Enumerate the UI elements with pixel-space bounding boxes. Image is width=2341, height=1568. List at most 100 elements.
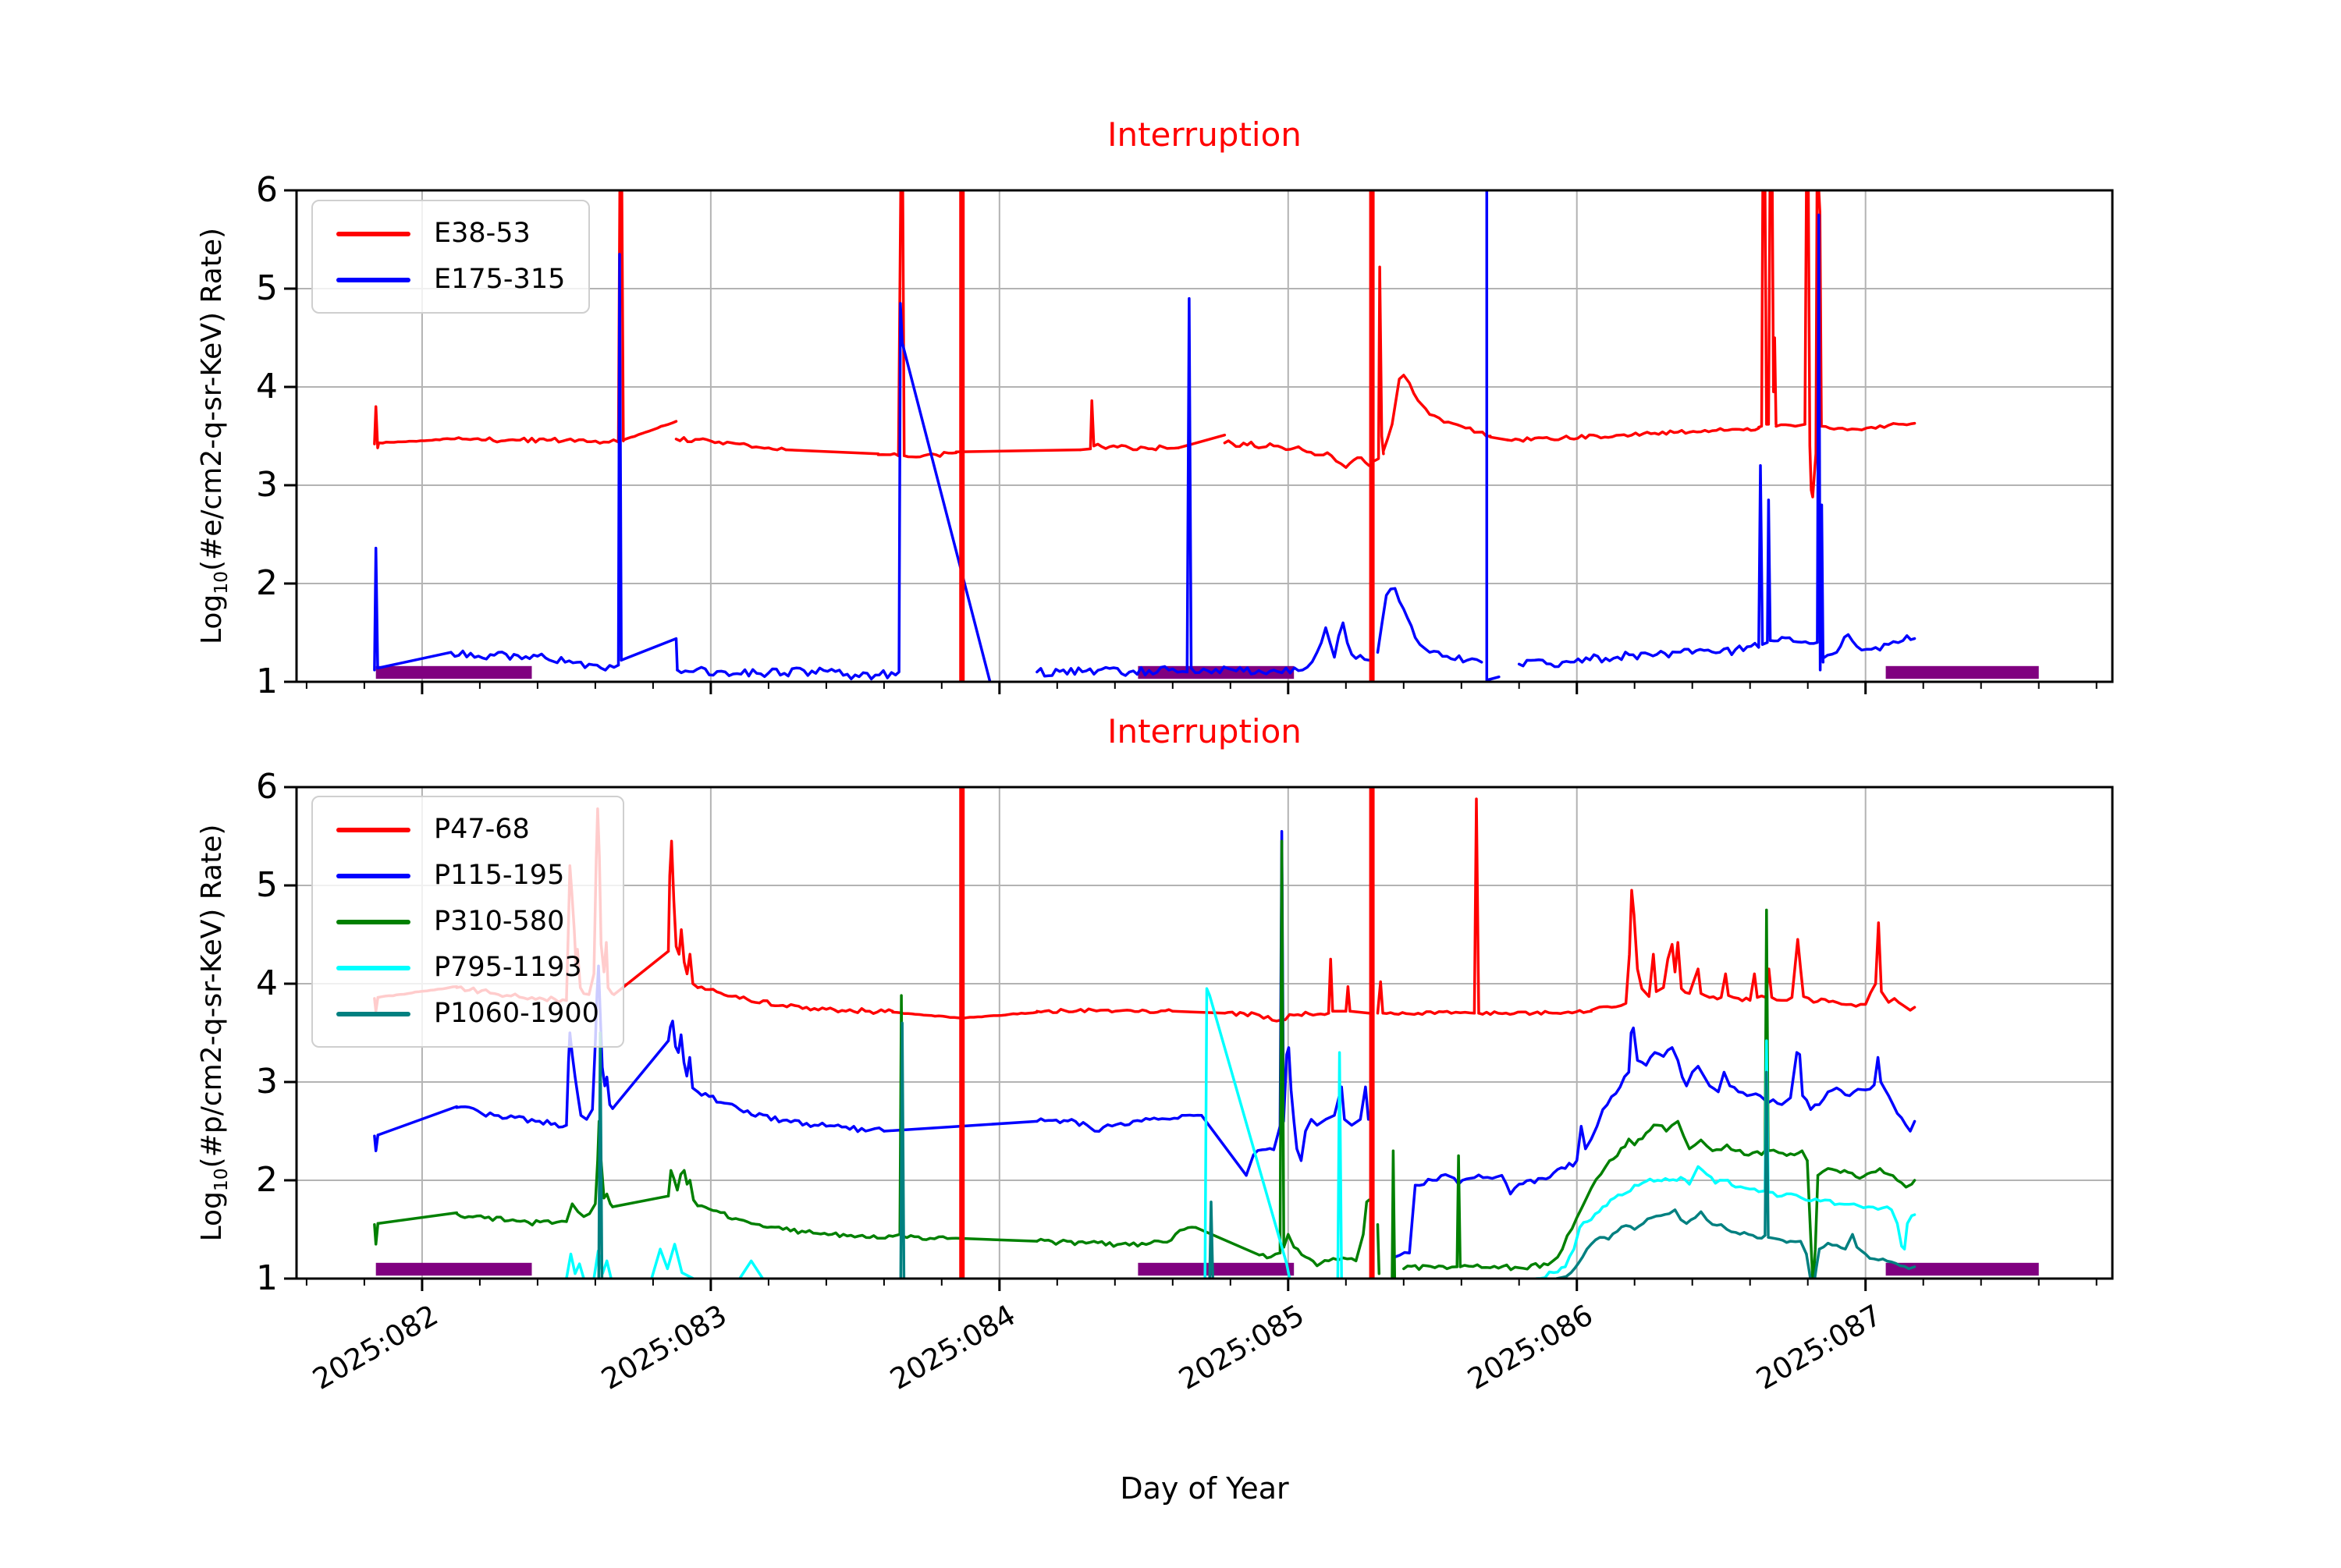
series-P47-68: [891, 1010, 1039, 1020]
series-E38-53: [1757, 190, 1778, 429]
legend-line-swatch: [336, 277, 410, 282]
axes-spine: [295, 786, 2114, 1280]
panel1-title: Interruption: [1107, 115, 1302, 154]
series-P115-195: [376, 1105, 459, 1137]
legend-entry-P47-68: P47-68: [336, 811, 599, 848]
series-E38-53: [1373, 265, 1385, 463]
legend-entry-P115-195: P115-195: [336, 857, 599, 894]
series-E175-315: [1821, 633, 1916, 660]
series-P310-580: [954, 1236, 1039, 1243]
panel2-title: Interruption: [1107, 712, 1302, 750]
legend-line-swatch: [336, 827, 410, 832]
series-P795-1193: [1535, 1165, 1765, 1279]
series-P47-68: [696, 985, 894, 1015]
series-P1060-1900: [1208, 1200, 1214, 1279]
series-E175-315: [1757, 464, 1764, 648]
series-P1060-1900: [1767, 1236, 1808, 1256]
legend-label: P310-580: [434, 906, 565, 937]
series-E38-53: [1078, 399, 1096, 452]
series-P310-580: [1282, 1198, 1371, 1268]
axes-spine: [295, 189, 2114, 683]
series-P47-68: [1472, 797, 1480, 1015]
series-E38-53: [1092, 442, 1180, 452]
series-P310-580: [1561, 1119, 1767, 1250]
series-E175-315: [1768, 636, 1819, 645]
series-P795-1193: [1336, 1051, 1343, 1279]
panel2-legend: P47-68 P115-195 P310-580 P795-1193 P1060-190…: [311, 796, 624, 1048]
series-E38-53: [1223, 439, 1371, 470]
series-P310-580: [666, 1169, 699, 1208]
y-tick-label: 4: [256, 963, 278, 1003]
y-tick-label: 1: [256, 662, 278, 701]
legend-entry-P310-580: P310-580: [336, 903, 599, 940]
series-P115-195: [666, 1020, 699, 1094]
series-P1060-1900: [1805, 1247, 1821, 1279]
x-axis-label: Day of Year: [1120, 1471, 1289, 1506]
series-P310-580: [455, 1212, 568, 1227]
series-P115-195: [1036, 1113, 1203, 1133]
panel-protons-plot-area: [373, 787, 2039, 1279]
series-P47-68: [1477, 1009, 1593, 1016]
series-P115-195: [1200, 1114, 1248, 1177]
legend-label: P115-195: [434, 860, 565, 891]
series-E175-315: [449, 649, 620, 672]
legend-label: P47-68: [434, 814, 530, 845]
legend-label: P795-1193: [434, 952, 582, 983]
series-P310-580: [1258, 1251, 1282, 1260]
y-tick-label: 3: [256, 1062, 278, 1102]
coverage-bar: [375, 665, 532, 679]
series-E38-53: [1382, 374, 1492, 452]
y-tick-label: 6: [256, 767, 278, 807]
series-P1060-1900: [1555, 1208, 1767, 1279]
series-P310-580: [1278, 839, 1285, 1254]
series-P1060-1900: [1764, 1070, 1770, 1237]
series-E175-315: [1487, 675, 1501, 682]
series-E38-53: [377, 437, 453, 445]
series-P795-1193: [1203, 987, 1291, 1279]
series-P47-68: [1376, 980, 1476, 1016]
legend-entry-P795-1193: P795-1193: [336, 949, 599, 986]
series-P310-580: [376, 1211, 459, 1226]
panel-electrons-plot-area: [373, 190, 2039, 682]
series-E38-53: [1177, 433, 1227, 449]
series-E38-53: [1489, 435, 1509, 442]
legend-line-swatch: [336, 1011, 410, 1016]
series-E175-315: [1189, 621, 1371, 676]
series-P310-580: [373, 1222, 380, 1246]
y-tick-label: 6: [256, 170, 278, 210]
series-P795-1193: [650, 1243, 695, 1279]
legend-line-swatch: [336, 919, 410, 924]
series-E38-53: [622, 420, 678, 442]
series-E38-53: [876, 452, 901, 457]
y-tick-label: 3: [256, 465, 278, 505]
series-P310-580: [1391, 1149, 1397, 1279]
series-P310-580: [1806, 1159, 1820, 1279]
series-P47-68: [1327, 957, 1371, 1015]
y-tick-label: 1: [256, 1258, 278, 1298]
y-tick-label: 2: [256, 1160, 278, 1200]
series-P1060-1900: [899, 1021, 906, 1279]
series-E175-315: [893, 302, 992, 682]
series-P47-68: [1036, 1007, 1174, 1014]
legend-label: E38-53: [434, 218, 531, 249]
series-P115-195: [455, 1105, 568, 1129]
series-P795-1193: [738, 1259, 765, 1279]
series-E38-53: [1774, 423, 1806, 428]
legend-line-swatch: [336, 231, 410, 236]
series-P115-195: [1393, 1026, 1916, 1259]
coverage-bar: [1138, 1262, 1295, 1276]
series-P115-195: [373, 1133, 380, 1152]
coverage-bar: [1885, 665, 2039, 679]
legend-line-swatch: [336, 873, 410, 878]
series-E175-315: [1517, 641, 1760, 669]
series-P115-195: [565, 964, 614, 1127]
series-P47-68: [1171, 1009, 1227, 1015]
y-tick-label: 5: [256, 865, 278, 905]
legend-entry-E175-315: E175-315: [336, 261, 565, 298]
series-P1060-1900: [1817, 1233, 1916, 1271]
legend-entry-E38-53: E38-53: [336, 215, 565, 252]
series-E175-315: [616, 253, 623, 667]
coverage-bar: [1885, 1262, 2039, 1276]
series-E175-315: [1036, 665, 1189, 678]
series-E175-315: [620, 637, 679, 672]
